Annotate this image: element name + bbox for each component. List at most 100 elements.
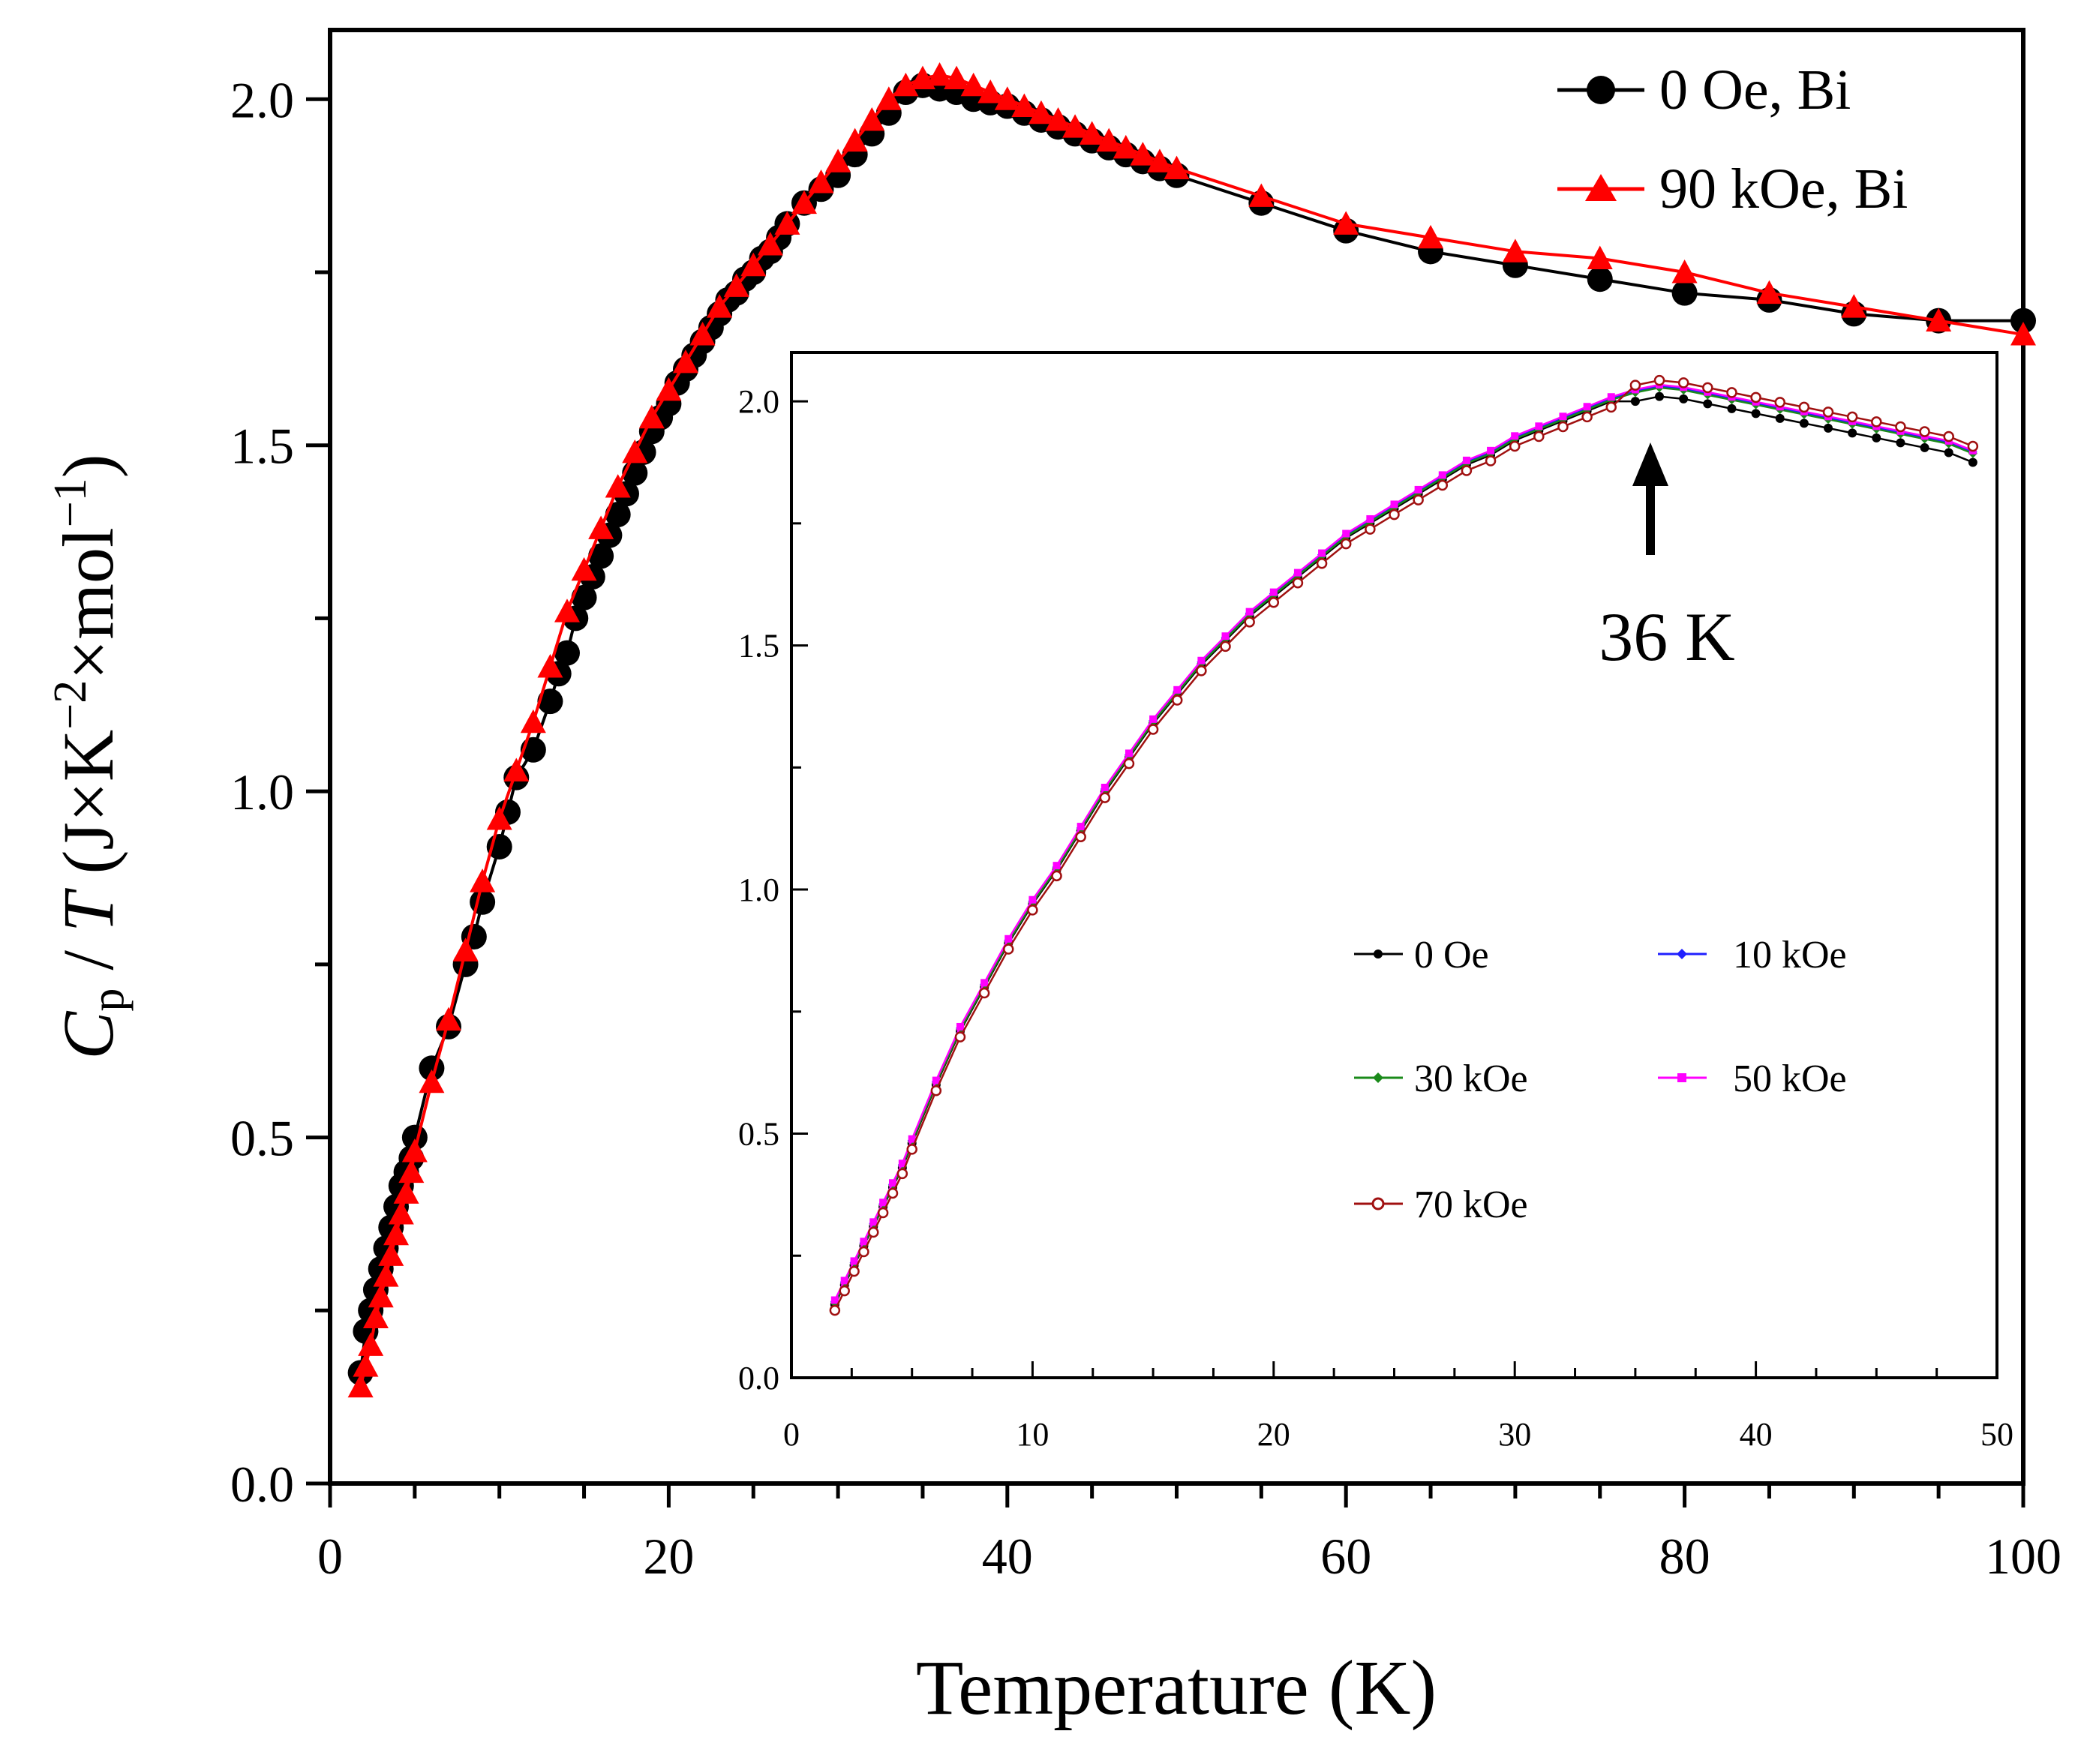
annotation-arrow-head (1632, 442, 1668, 486)
data-point-0oe-bi (1587, 266, 1613, 292)
inset-y-tick-label: 2.0 (738, 383, 779, 420)
inset-legend-marker-0oe (1374, 950, 1383, 958)
data-point-90koe-bi (1011, 93, 1037, 117)
legend-label-90koe-bi: 90 kOe, Bi (1659, 158, 1908, 220)
inset-data-point-0oe (1896, 438, 1905, 448)
inset-series (829, 374, 1979, 1316)
data-point-90koe-bi (486, 806, 512, 830)
data-point-90koe-bi (503, 758, 530, 782)
data-point-90koe-bi (1333, 211, 1359, 235)
ylabel-c: C (48, 1011, 128, 1060)
inset-data-point-70koe (829, 1304, 841, 1316)
main-x-tick-label: 60 (1320, 1528, 1371, 1585)
data-point-90koe-bi (347, 1373, 374, 1398)
inset-data-point-70koe (1123, 758, 1135, 770)
inset-legend-marker-70koe (1371, 1197, 1385, 1210)
data-point-90koe-bi (1926, 308, 1952, 332)
inset-data-point-70koe (858, 1246, 869, 1258)
inset-x-tick-label: 10 (1016, 1416, 1049, 1453)
main-y-tick-label: 2.0 (230, 71, 294, 128)
inset-data-point-0oe (1799, 418, 1809, 428)
data-point-90koe-bi (2010, 322, 2036, 346)
inset-data-point-70koe (1967, 440, 1979, 452)
inset-data-point-70koe (1389, 508, 1400, 520)
inset-data-point-50koe (1414, 485, 1422, 494)
inset-data-point-0oe (1751, 409, 1761, 418)
inset-data-point-50koe (860, 1238, 868, 1246)
inset-data-point-50koe (1149, 715, 1158, 723)
data-point-90koe-bi (707, 294, 733, 318)
inset-data-point-50koe (1173, 686, 1182, 694)
inset-data-point-0oe (1920, 442, 1929, 452)
inset-data-point-50koe (1462, 456, 1470, 464)
inset-plot: 0 10 20 30 40 50 0.0 0.5 1.0 1.5 2.0 36 … (738, 351, 2013, 1453)
inset-data-point-50koe (1390, 500, 1398, 508)
main-y-tick-label: 1.0 (230, 764, 294, 820)
inset-data-point-0oe (1775, 413, 1785, 423)
inset-data-point-0oe (1848, 428, 1857, 438)
inset-y-tick-label: 0.5 (738, 1116, 779, 1153)
inset-x-tick-label: 20 (1257, 1416, 1290, 1453)
inset-data-point-50koe (898, 1160, 906, 1168)
data-point-90koe-bi (791, 190, 817, 214)
data-point-90koe-bi (774, 211, 800, 235)
inset-data-point-50koe (1607, 393, 1615, 401)
main-y-tick-label: 0.5 (230, 1110, 294, 1167)
inset-data-point-70koe (1051, 870, 1062, 882)
inset-data-point-50koe (879, 1198, 887, 1207)
inset-data-point-70koe (1413, 494, 1424, 506)
main-x-axis-label: Temperature (K) (916, 1645, 1437, 1731)
ylabel-exp-2: −1 (45, 478, 96, 527)
data-point-90koe-bi (368, 1283, 394, 1308)
inset-legend-label-30koe: 30 kOe (1414, 1058, 1528, 1100)
data-point-90koe-bi (960, 72, 986, 97)
inset-data-point-50koe (1293, 568, 1302, 577)
inset-x-tick-label: 40 (1740, 1416, 1773, 1453)
inset-data-point-70koe (896, 1168, 908, 1180)
data-point-90koe-bi (1418, 224, 1444, 249)
inset-data-point-50koe (869, 1218, 878, 1226)
inset-data-point-70koe (1268, 597, 1280, 608)
data-point-90koe-bi (362, 1304, 389, 1328)
inset-data-point-0oe (1727, 404, 1737, 413)
inset-data-point-50koe (1342, 530, 1350, 538)
inset-data-point-70koe (1943, 430, 1954, 442)
data-point-90koe-bi (554, 598, 580, 622)
inset-legend-marker-30koe (1373, 1072, 1383, 1083)
ylabel-slash: / (48, 932, 128, 988)
inset-data-point-50koe (1101, 783, 1109, 791)
data-point-90koe-bi (435, 1006, 461, 1031)
inset-data-point-50koe (1318, 549, 1326, 557)
data-point-90koe-bi (1045, 106, 1071, 131)
legend-marker-0oe-bi (1587, 76, 1615, 104)
main-y-axis-label: Cp / T (J×K−2×mol−1) (45, 454, 134, 1059)
inset-data-point-50koe (1028, 896, 1037, 904)
inset-data-point-70koe (1871, 416, 1882, 428)
data-point-90koe-bi (1113, 134, 1139, 159)
main-x-tick-labels: 0 20 40 60 80 100 (317, 1528, 2061, 1585)
inset-data-point-70koe (1316, 557, 1328, 569)
inset-data-point-70koe (1581, 411, 1593, 423)
ylabel-units-2: ×mol (48, 527, 128, 680)
inset-data-point-70koe (1003, 944, 1014, 955)
data-point-90koe-bi (1164, 155, 1190, 180)
data-point-90koe-bi (926, 62, 953, 86)
ylabel-units-3: ) (48, 454, 128, 478)
inset-data-point-70koe (868, 1226, 879, 1238)
inset-data-point-70koe (1171, 694, 1183, 706)
inset-data-point-50koe (1487, 446, 1495, 454)
inset-data-point-50koe (932, 1076, 940, 1084)
inset-series-70koe (829, 374, 1979, 1316)
data-point-90koe-bi (373, 1263, 399, 1287)
data-point-90koe-bi (808, 170, 834, 194)
data-point-90koe-bi (398, 1159, 425, 1184)
inset-legend-label-0oe: 0 Oe (1414, 934, 1489, 976)
inset-data-point-70koe (1099, 792, 1111, 803)
main-x-tick-label: 100 (1985, 1528, 2061, 1585)
data-point-90koe-bi (825, 148, 851, 172)
data-point-90koe-bi (588, 515, 614, 539)
data-point-90koe-bi (842, 128, 868, 152)
inset-data-point-70koe (1919, 426, 1930, 437)
inset-x-tick-label: 30 (1498, 1416, 1531, 1453)
data-point-90koe-bi (401, 1138, 428, 1162)
